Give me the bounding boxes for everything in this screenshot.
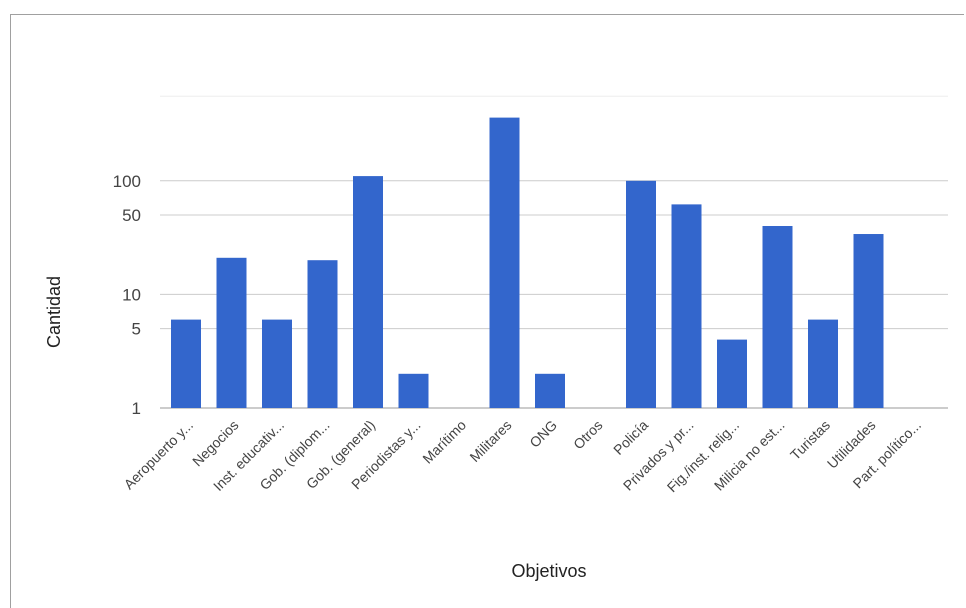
x-tick-label: Militares: [466, 417, 514, 465]
x-axis-title: Objetivos: [511, 561, 586, 581]
bar: [626, 180, 656, 408]
bar: [671, 204, 702, 408]
bar: [717, 339, 747, 408]
x-tick-label: Turistas: [787, 417, 833, 463]
bar: [216, 257, 247, 408]
y-tick-label: 5: [132, 320, 141, 339]
y-tick-label: 10: [122, 285, 141, 304]
bar: [171, 319, 201, 408]
bar: [762, 226, 793, 408]
bar: [489, 117, 520, 408]
chart-frame: [10, 14, 964, 608]
y-tick-label: 1: [132, 399, 141, 418]
x-tick-label: Aeropuerto y...: [121, 417, 197, 493]
bar: [353, 176, 383, 408]
y-tick-label: 50: [122, 206, 141, 225]
bar: [535, 373, 565, 408]
bar: [853, 234, 884, 408]
x-tick-label: Otros: [570, 417, 606, 453]
bar: [262, 319, 292, 408]
x-tick-label: Policía: [610, 417, 651, 458]
y-axis-title: Cantidad: [44, 276, 64, 348]
bar: [398, 373, 429, 408]
y-tick-label: 100: [113, 172, 141, 191]
bar: [808, 319, 838, 408]
bar: [307, 260, 338, 408]
x-tick-label: Marítimo: [419, 417, 469, 467]
x-tick-label: ONG: [526, 417, 560, 451]
